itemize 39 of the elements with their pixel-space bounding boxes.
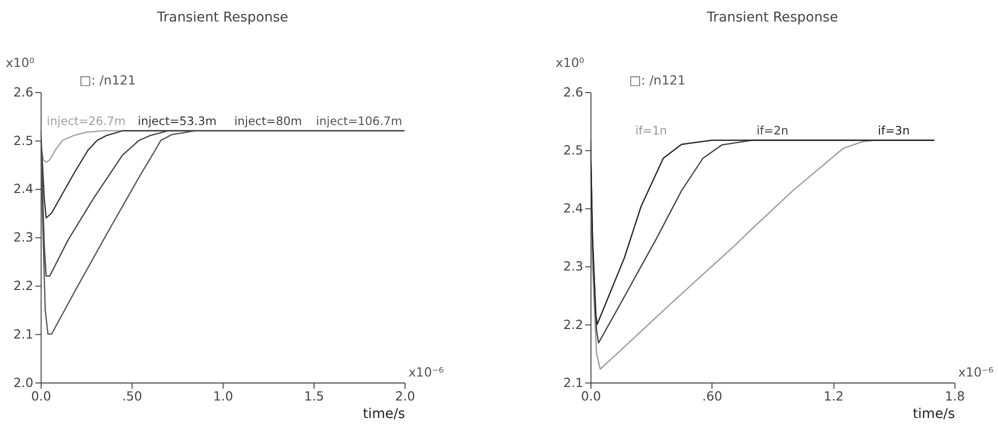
x-axis-title: time/s [912, 406, 955, 422]
y-tick-label: 2.4 [13, 181, 34, 196]
x-tick-label: 1.2 [824, 388, 844, 404]
y-tick-label: 2.3 [13, 230, 34, 245]
y-tick-label: 2.5 [13, 132, 34, 148]
text: x10⁻⁶ [958, 364, 994, 380]
y-tick-label: 2.0 [13, 374, 34, 390]
series-label: inject=53.3m [138, 114, 217, 128]
y-tick-label: 2.6 [13, 84, 34, 100]
x-tick-label: 1.8 [944, 388, 965, 404]
series-label: if=2n [756, 123, 788, 138]
x-tick-label: 1.5 [304, 388, 324, 404]
text: if=1n [635, 123, 668, 138]
x-tick-label: .60 [702, 388, 722, 404]
x-tick-label: .50 [122, 388, 142, 404]
y-tick-label: 2.3 [563, 258, 584, 274]
series-label: inject=80m [234, 114, 302, 128]
y-tick-label: 2.2 [563, 316, 584, 332]
x-axis-title: time/s [362, 406, 406, 422]
series-label: inject=26.7m [46, 114, 126, 128]
text: □: /n121 [79, 72, 136, 88]
x-tick-label: 0.0 [31, 388, 52, 404]
y-tick-label: 2.1 [563, 374, 584, 390]
text: x10⁻⁶ [408, 364, 444, 380]
chart-title: Transient Response [706, 9, 838, 26]
y-tick-label: 2.6 [563, 84, 584, 100]
y-tick-label: 2.1 [13, 326, 34, 342]
x-tick-label: 2.0 [395, 388, 416, 404]
y-tick-label: 2.2 [13, 278, 34, 294]
x-tick-label: 1.0 [213, 388, 234, 404]
series-label: inject=106.7m [316, 114, 402, 128]
chart-title: Transient Response [156, 9, 288, 26]
y-tick-label: 2.4 [563, 200, 584, 216]
series-label: if=3n [878, 123, 910, 138]
text: x10⁰ [556, 54, 584, 70]
text: □: /n121 [629, 72, 686, 88]
text: x10⁰ [6, 54, 34, 70]
y-tick-label: 2.5 [563, 142, 584, 158]
x-tick-label: 0.0 [580, 388, 601, 404]
